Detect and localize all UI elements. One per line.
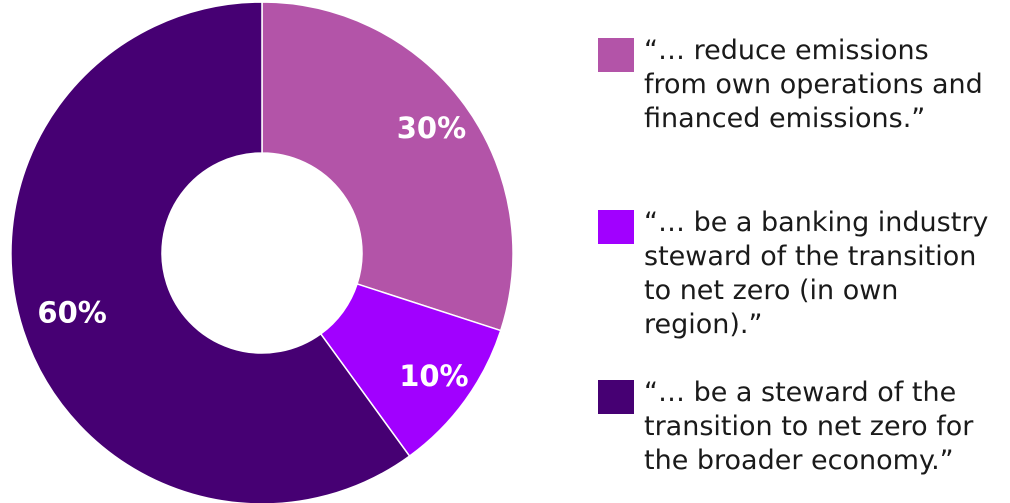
legend-label-own-operations: “… reduce emissions from own operations …	[644, 35, 983, 134]
donut-chart-svg: 30% 10% 60%	[10, 1, 514, 503]
legend-swatch-own-operations	[598, 38, 634, 72]
slice-label-own-operations: 30%	[397, 111, 466, 145]
donut-chart: 30% 10% 60%	[10, 1, 514, 503]
legend-swatch-banking-steward	[598, 210, 634, 244]
legend-label-banking-steward: “… be a banking industry steward of the …	[644, 207, 989, 340]
legend-label-broader-economy: “… be a steward of the transition to net…	[644, 377, 974, 476]
legend-swatch-broader-economy	[598, 380, 634, 414]
slice-label-banking-steward: 10%	[399, 359, 468, 393]
legend-item-banking-steward: “… be a banking industry steward of the …	[598, 206, 994, 342]
legend-item-broader-economy: “… be a steward of the transition to net…	[598, 376, 994, 478]
donut-slice-broader-economy	[10, 1, 411, 503]
donut-slice-own-operations	[261, 1, 514, 332]
slice-label-broader-economy: 60%	[37, 296, 106, 330]
legend-item-own-operations: “… reduce emissions from own operations …	[598, 34, 994, 136]
